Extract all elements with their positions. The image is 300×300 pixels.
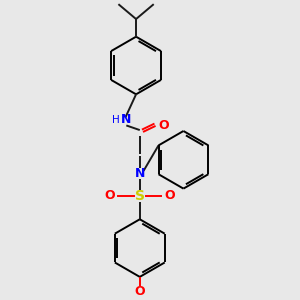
Text: O: O: [105, 189, 116, 202]
Text: H: H: [112, 115, 119, 125]
Text: O: O: [158, 119, 169, 132]
Text: O: O: [164, 189, 175, 202]
Text: N: N: [121, 113, 131, 126]
Text: N: N: [135, 167, 145, 180]
Text: O: O: [134, 285, 145, 298]
Text: S: S: [135, 189, 145, 202]
